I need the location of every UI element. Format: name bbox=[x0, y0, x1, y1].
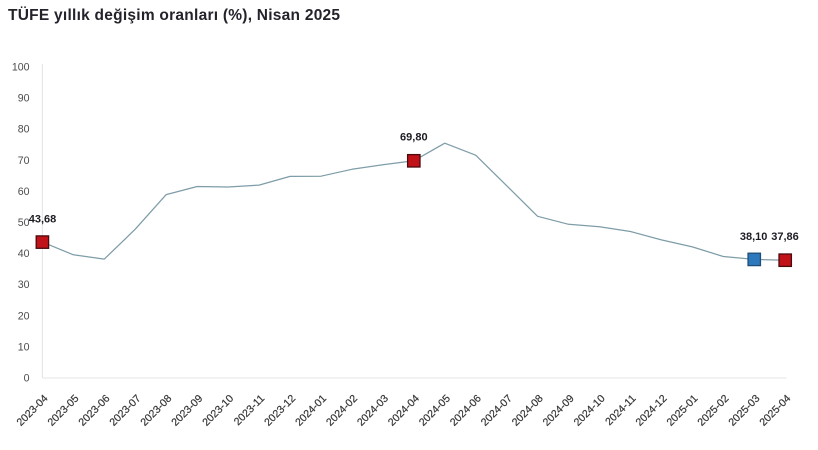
svg-text:37,86: 37,86 bbox=[771, 231, 799, 243]
svg-text:60: 60 bbox=[18, 186, 30, 198]
svg-text:38,10: 38,10 bbox=[740, 231, 768, 243]
svg-text:80: 80 bbox=[18, 124, 30, 136]
svg-text:30: 30 bbox=[18, 279, 30, 291]
svg-text:50: 50 bbox=[18, 217, 30, 229]
svg-text:69,80: 69,80 bbox=[400, 132, 428, 144]
svg-text:100: 100 bbox=[12, 61, 30, 73]
svg-text:40: 40 bbox=[18, 248, 30, 260]
svg-text:20: 20 bbox=[18, 310, 30, 322]
svg-text:0: 0 bbox=[24, 373, 30, 385]
svg-text:70: 70 bbox=[18, 155, 30, 167]
svg-text:TÜFE yıllık değişim oranları (: TÜFE yıllık değişim oranları (%), Nisan … bbox=[8, 7, 340, 24]
svg-text:90: 90 bbox=[18, 93, 30, 105]
svg-text:43,68: 43,68 bbox=[29, 214, 57, 226]
svg-text:10: 10 bbox=[18, 342, 30, 354]
